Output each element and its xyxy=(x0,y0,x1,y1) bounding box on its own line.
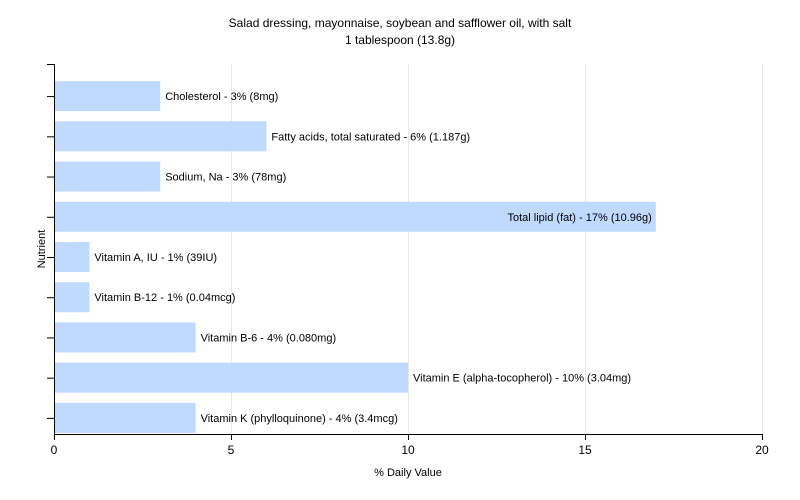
bar-8 xyxy=(55,362,408,393)
chart-subtitle: 1 tablespoon (13.8g) xyxy=(345,33,455,47)
bar-label-2: Fatty acids, total saturated - 6% (1.187… xyxy=(271,131,470,143)
bar-3 xyxy=(55,161,161,192)
bar-label-3: Sodium, Na - 3% (78mg) xyxy=(165,172,286,184)
y-axis-label: Nutrient xyxy=(36,230,48,269)
x-tick-label-0: 0 xyxy=(51,443,58,457)
bar-label-1: Cholesterol - 3% (8mg) xyxy=(165,91,278,103)
bar-1 xyxy=(55,81,161,112)
x-tick-label-4: 20 xyxy=(755,443,769,457)
bar-7 xyxy=(55,322,196,353)
bar-label-6: Vitamin B-12 - 1% (0.04mcg) xyxy=(94,292,235,304)
x-tick-label-3: 15 xyxy=(578,443,592,457)
x-tick-label-1: 5 xyxy=(228,443,235,457)
bar-label-9: Vitamin K (phylloquinone) - 4% (3.4mcg) xyxy=(201,413,398,425)
x-tick-label-2: 10 xyxy=(401,443,415,457)
bar-label-7: Vitamin B-6 - 4% (0.080mg) xyxy=(201,332,337,344)
bar-5 xyxy=(55,242,90,272)
axes-group: 0 5 10 15 20 xyxy=(47,64,769,457)
bar-label-4: Total lipid (fat) - 17% (10.96g) xyxy=(508,212,652,224)
x-axis-label: % Daily Value xyxy=(374,467,442,479)
bar-label-8: Vitamin E (alpha-tocopherol) - 10% (3.04… xyxy=(413,373,631,385)
bar-label-5: Vitamin A, IU - 1% (39IU) xyxy=(94,252,217,264)
bar-6 xyxy=(55,282,90,313)
bar-9 xyxy=(55,402,196,433)
chart-title: Salad dressing, mayonnaise, soybean and … xyxy=(229,16,572,30)
bar-4 xyxy=(55,201,656,232)
bars-group: Cholesterol - 3% (8mg) Fatty acids, total… xyxy=(55,81,656,433)
bar-2 xyxy=(55,121,267,152)
